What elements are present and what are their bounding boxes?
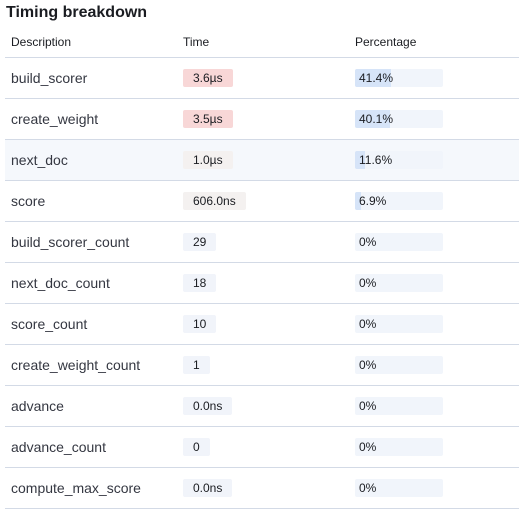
row-percentage-cell: 0%: [349, 438, 519, 456]
table-row[interactable]: score 606.0ns 6.9%: [5, 181, 519, 222]
row-description: score_count: [11, 316, 88, 332]
percentage-bar: 0%: [355, 397, 443, 415]
row-percentage-cell: 11.6%: [349, 151, 519, 169]
row-percentage-cell: 0%: [349, 315, 519, 333]
row-time-cell: 3.5µs: [177, 110, 349, 128]
header-time: Time: [183, 35, 210, 49]
table-body: build_scorer 3.6µs 41.4% create_weight 3.5µs…: [5, 58, 519, 509]
percentage-label: 11.6%: [359, 153, 393, 167]
row-percentage-cell: 41.4%: [349, 69, 519, 87]
row-percentage-cell: 0%: [349, 397, 519, 415]
percentage-label: 0%: [359, 358, 377, 372]
percentage-bar: 40.1%: [355, 110, 443, 128]
row-description: advance_count: [11, 439, 106, 455]
row-percentage-cell: 0%: [349, 233, 519, 251]
row-time-cell: 29: [177, 233, 349, 251]
row-description: next_doc_count: [11, 275, 110, 291]
time-badge: 29: [183, 233, 217, 251]
table-header: Description Time Percentage: [5, 27, 519, 58]
percentage-bar-fill: [355, 69, 392, 87]
row-time-cell: 1: [177, 356, 349, 374]
table-row[interactable]: next_doc 1.0µs 11.6%: [5, 140, 519, 181]
time-badge: 10: [183, 315, 217, 333]
table-row[interactable]: create_weight 3.5µs 40.1%: [5, 99, 519, 140]
row-description: create_weight: [11, 111, 99, 127]
percentage-bar: 11.6%: [355, 151, 443, 169]
table-row[interactable]: compute_max_score 0.0ns 0%: [5, 468, 519, 509]
row-description: build_scorer_count: [11, 234, 130, 250]
row-description: build_scorer: [11, 70, 88, 86]
percentage-bar-fill: [355, 151, 366, 169]
percentage-bar: 0%: [355, 479, 443, 497]
percentage-bar-fill: [355, 192, 362, 210]
row-time-cell: 1.0µs: [177, 151, 349, 169]
percentage-bar: 0%: [355, 438, 443, 456]
row-percentage-cell: 0%: [349, 356, 519, 374]
table-row[interactable]: advance 0.0ns 0%: [5, 386, 519, 427]
row-description: advance: [11, 398, 64, 414]
row-time-cell: 0.0ns: [177, 479, 349, 497]
table-row[interactable]: build_scorer_count 29 0%: [5, 222, 519, 263]
row-time-cell: 18: [177, 274, 349, 292]
time-badge: 1.0µs: [183, 151, 233, 169]
percentage-bar: 6.9%: [355, 192, 443, 210]
row-description: compute_max_score: [11, 480, 141, 496]
table-row[interactable]: advance_count 0 0%: [5, 427, 519, 468]
time-badge: 606.0ns: [183, 192, 246, 210]
time-badge: 0: [183, 438, 210, 456]
panel-title: Timing breakdown: [6, 4, 148, 21]
table-row[interactable]: next_doc_count 18 0%: [5, 263, 519, 304]
percentage-label: 6.9%: [359, 194, 387, 208]
percentage-bar: 0%: [355, 356, 443, 374]
row-time-cell: 10: [177, 315, 349, 333]
percentage-label: 41.4%: [359, 71, 394, 85]
percentage-bar-fill: [355, 110, 391, 128]
row-percentage-cell: 40.1%: [349, 110, 519, 128]
percentage-label: 0%: [359, 276, 377, 290]
percentage-label: 0%: [359, 317, 377, 331]
percentage-bar: 41.4%: [355, 69, 443, 87]
time-badge: 0.0ns: [183, 397, 233, 415]
row-percentage-cell: 0%: [349, 479, 519, 497]
table-row[interactable]: create_weight_count 1 0%: [5, 345, 519, 386]
timing-breakdown-panel: Timing breakdown Description Time Percen…: [0, 3, 524, 509]
percentage-label: 0%: [359, 481, 377, 495]
header-percentage: Percentage: [355, 35, 417, 49]
row-description: score: [11, 193, 46, 209]
row-time-cell: 0.0ns: [177, 397, 349, 415]
timing-table: Description Time Percentage build_scorer…: [5, 27, 519, 509]
row-time-cell: 606.0ns: [177, 192, 349, 210]
header-description: Description: [11, 35, 72, 49]
row-percentage-cell: 6.9%: [349, 192, 519, 210]
percentage-bar: 0%: [355, 233, 443, 251]
percentage-label: 40.1%: [359, 112, 394, 126]
table-row[interactable]: build_scorer 3.6µs 41.4%: [5, 58, 519, 99]
time-badge: 3.5µs: [183, 110, 233, 128]
percentage-bar: 0%: [355, 274, 443, 292]
row-percentage-cell: 0%: [349, 274, 519, 292]
percentage-label: 0%: [359, 440, 377, 454]
row-time-cell: 0: [177, 438, 349, 456]
percentage-bar: 0%: [355, 315, 443, 333]
row-description: create_weight_count: [11, 357, 141, 373]
time-badge: 18: [183, 274, 217, 292]
percentage-label: 0%: [359, 399, 377, 413]
table-row[interactable]: score_count 10 0%: [5, 304, 519, 345]
percentage-label: 0%: [359, 235, 377, 249]
time-badge: 3.6µs: [183, 69, 233, 87]
time-badge: 1: [183, 356, 210, 374]
row-time-cell: 3.6µs: [177, 69, 349, 87]
row-description: next_doc: [11, 152, 68, 168]
time-badge: 0.0ns: [183, 479, 233, 497]
